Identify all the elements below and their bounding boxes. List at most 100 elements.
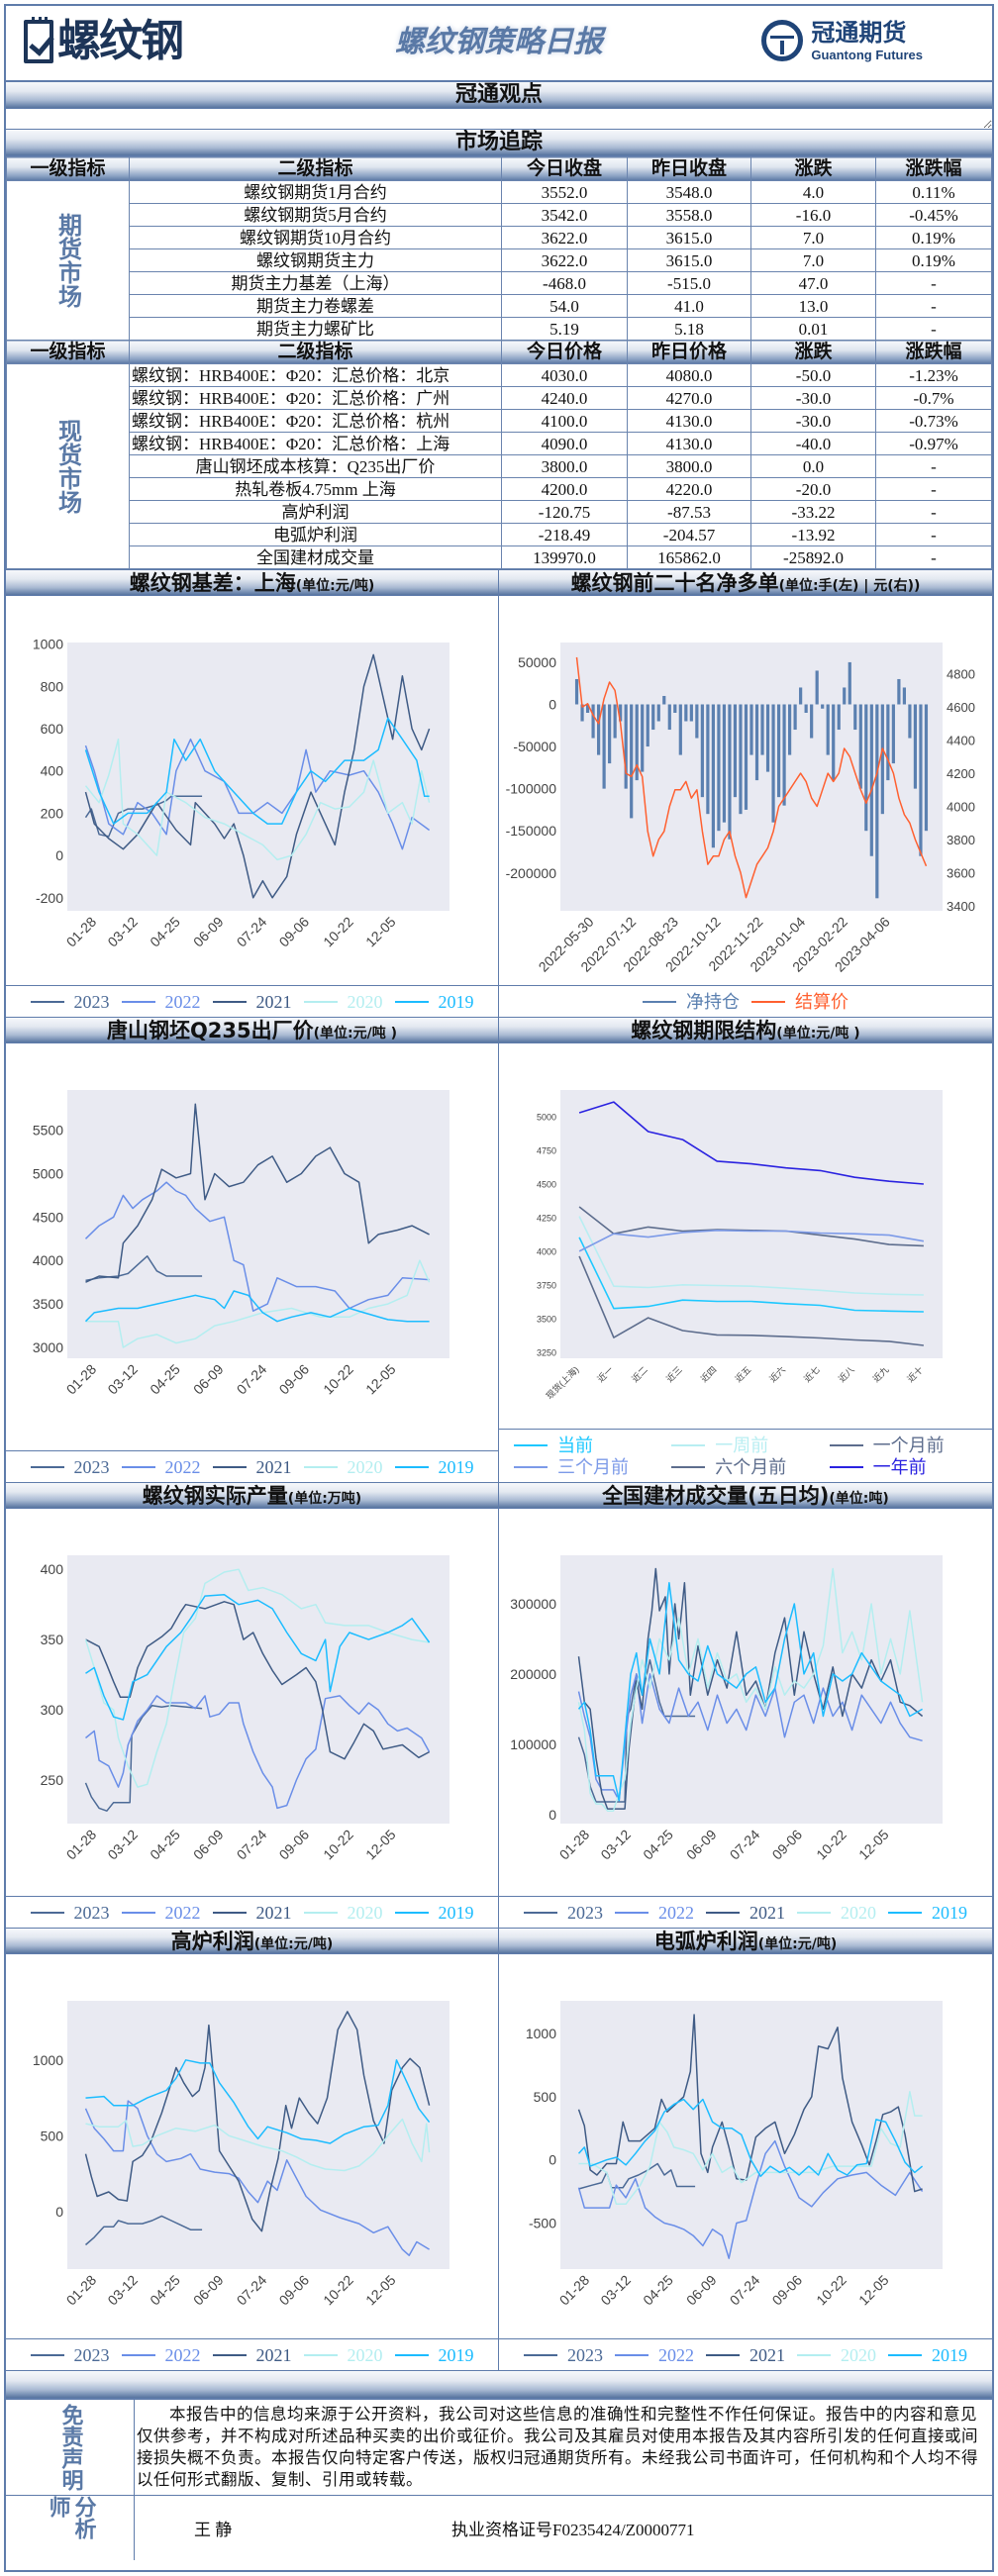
chart-row: 螺纹钢实际产量(单位:万吨) 250 300 350 400 01-28 03-12 04-… (6, 1482, 992, 1928)
y-tick-label: 1000 (33, 637, 63, 652)
checklist-icon (24, 17, 53, 63)
table-row: 全国建材成交量 139970.0 165862.0 -25892.0- (7, 545, 992, 569)
legend-line-icon (706, 1911, 740, 1914)
legend-item: 结算价 (751, 991, 848, 1013)
series-line-2022 (577, 2139, 924, 2259)
legend-line-icon (615, 1911, 649, 1914)
indicator-value: -87.53 (627, 500, 751, 524)
net-position-bar (891, 704, 895, 764)
column-header: 一级指标 (6, 156, 130, 181)
legend-item: 2022 (121, 1456, 201, 1478)
net-position-bar (788, 704, 792, 755)
table-header-row: 一级指标 二级指标 今日收盘 昨日收盘 涨跌 涨跌幅 (6, 156, 992, 181)
net-position-bar (815, 670, 819, 705)
series-line-一周前 (578, 1216, 924, 1296)
y-tick-label: 4500 (33, 1209, 63, 1225)
y-right-tick-label: 3600 (947, 866, 975, 881)
indicator-value: -13.92 (750, 523, 876, 546)
legend-label: 2021 (255, 2344, 292, 2365)
table-row: 热轧卷板4.75mm 上海 4200.0 4220.0 -20.0- (7, 477, 992, 501)
net-position-bar (908, 704, 912, 739)
y-right-tick-label: 4400 (947, 734, 975, 748)
legend-line-icon (303, 2353, 338, 2356)
indicator-value: -33.22 (750, 500, 876, 524)
legend-line-icon (121, 1465, 155, 1468)
x-tick-label: 04-25 (147, 1361, 183, 1398)
x-tick-label: 06-09 (190, 914, 227, 950)
indicator-value: -120.75 (501, 500, 628, 524)
indicator-value: 54.0 (501, 294, 628, 318)
legend-label: 2019 (932, 2344, 967, 2365)
y-right-tick-label: 4000 (947, 800, 975, 815)
net-position-bar (662, 695, 666, 705)
indicator-value: 3542.0 (501, 203, 628, 227)
y-tick-label: 400 (41, 763, 64, 779)
legend-label: 2022 (658, 1902, 694, 1923)
net-position-bar (843, 687, 847, 705)
x-tick-label: 07-24 (234, 1827, 270, 1863)
legend-line-icon (797, 2353, 831, 2356)
logo-text: 螺纹钢 (57, 16, 184, 66)
y-tick-label: 5500 (33, 1123, 63, 1139)
series-line-2021 (84, 2011, 431, 2232)
legend-item: 2022 (121, 2344, 201, 2366)
guantong-logo-icon (761, 20, 804, 61)
column-header: 二级指标 (129, 340, 502, 364)
series-line-2020 (578, 2091, 923, 2206)
net-position-bar (765, 704, 770, 772)
x-tick-label: 06-09 (683, 1827, 720, 1863)
net-position-bar (630, 704, 634, 819)
net-position-bar (744, 704, 748, 810)
group-label: 期货市场 (6, 180, 130, 341)
net-position-bar (689, 704, 693, 722)
analyst-section: 分析师 王 静 执业资格证号F0235424/Z0000771 (6, 2495, 992, 2560)
footer-bar (6, 2370, 992, 2399)
y-tick-label: 5000 (537, 1113, 556, 1123)
net-position-bar (641, 704, 645, 772)
plot-background (560, 1555, 943, 1824)
legend-line-icon (30, 2353, 64, 2356)
legend-line-icon (394, 2353, 429, 2356)
y-tick-label: 0 (549, 696, 556, 712)
chart-title: 电弧炉利润(单位:元/吨) (499, 1928, 992, 1954)
x-tick-label: 04-25 (147, 1827, 183, 1863)
net-position-bar (886, 704, 890, 781)
legend-line-icon (706, 2353, 740, 2356)
net-position-bar (684, 704, 688, 722)
legend-label: 2021 (749, 1902, 785, 1923)
series-line-2019 (84, 717, 430, 825)
series-line-2019 (84, 1290, 430, 1323)
y-tick-label: 300 (41, 1702, 64, 1718)
legend-item: 2022 (615, 2344, 694, 2366)
x-tick-label: 09-06 (769, 1827, 806, 1863)
legend-line-icon (303, 1465, 338, 1468)
chart-unit: (单位:吨) (829, 1491, 889, 1507)
y-right-tick-label: 3400 (947, 899, 975, 914)
indicator-value: -515.0 (627, 271, 751, 295)
indicator-value: 139970.0 (501, 545, 628, 569)
y-tick-label: 3250 (537, 1347, 556, 1357)
x-tick-label: 03-12 (104, 1361, 141, 1398)
indicator-value: 3615.0 (627, 248, 751, 272)
indicator-value: 4220.0 (627, 477, 751, 501)
net-position-bar (624, 704, 628, 789)
x-tick-label: 12-05 (362, 2272, 399, 2309)
net-position-bar (591, 704, 595, 739)
y-tick-label: 50000 (518, 654, 556, 670)
chart-title-text: 螺纹钢实际产量 (142, 1484, 288, 1508)
x-tick-label: 04-25 (640, 2272, 676, 2309)
indicator-name: 螺纹钢期货5月合约 (129, 203, 502, 227)
legend-line-icon (212, 1911, 247, 1914)
net-position-bar (602, 704, 606, 789)
chart-title-text: 螺纹钢基差：上海 (129, 571, 296, 595)
net-position-bar (793, 704, 797, 731)
net-position-bar (678, 704, 682, 755)
net-position-bar (574, 678, 579, 705)
legend-item: 2019 (394, 991, 474, 1013)
net-position-bar (608, 704, 612, 764)
net-position-bar (821, 704, 825, 709)
y-right-tick-label: 3800 (947, 833, 975, 847)
view-textarea[interactable] (6, 109, 992, 129)
chart-title-text: 螺纹钢期限结构 (631, 1019, 777, 1042)
x-tick-label: 10-22 (813, 2272, 849, 2309)
